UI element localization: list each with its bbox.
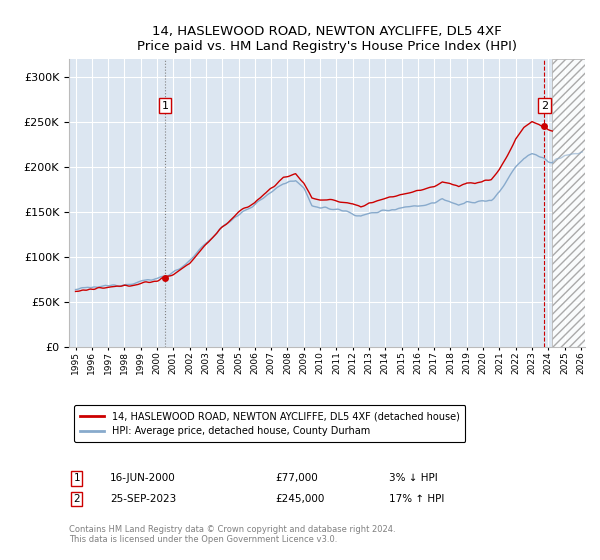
- Text: 1: 1: [73, 473, 80, 483]
- Bar: [553, 59, 585, 347]
- Bar: [553, 59, 585, 347]
- Text: 17% ↑ HPI: 17% ↑ HPI: [389, 493, 444, 503]
- Text: 3% ↓ HPI: 3% ↓ HPI: [389, 473, 437, 483]
- Text: 2: 2: [73, 493, 80, 503]
- Text: £245,000: £245,000: [275, 493, 325, 503]
- Text: 2: 2: [541, 101, 548, 111]
- Text: 25-SEP-2023: 25-SEP-2023: [110, 493, 176, 503]
- Text: 1: 1: [161, 101, 169, 111]
- Text: 16-JUN-2000: 16-JUN-2000: [110, 473, 176, 483]
- Text: £77,000: £77,000: [275, 473, 318, 483]
- Title: 14, HASLEWOOD ROAD, NEWTON AYCLIFFE, DL5 4XF
Price paid vs. HM Land Registry's H: 14, HASLEWOOD ROAD, NEWTON AYCLIFFE, DL5…: [137, 25, 517, 53]
- Text: Contains HM Land Registry data © Crown copyright and database right 2024.
This d: Contains HM Land Registry data © Crown c…: [69, 525, 395, 544]
- Legend: 14, HASLEWOOD ROAD, NEWTON AYCLIFFE, DL5 4XF (detached house), HPI: Average pric: 14, HASLEWOOD ROAD, NEWTON AYCLIFFE, DL5…: [74, 405, 466, 442]
